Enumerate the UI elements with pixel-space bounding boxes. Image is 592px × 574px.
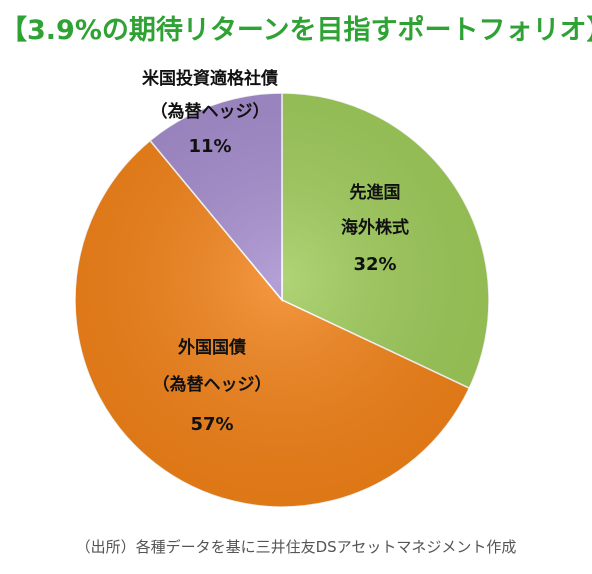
slice-pct-us-ig-bonds: 11% — [188, 136, 231, 157]
slice-label-us-ig-bonds-line2: （為替ヘッジ） — [151, 101, 270, 122]
slice-label-foreign-bonds-line2: （為替ヘッジ） — [153, 374, 272, 395]
pie-slices — [74, 92, 490, 508]
slice-label-foreign-bonds-line1: 外国国債 — [178, 337, 246, 358]
pie-labels: 先進国 海外株式 32% 外国国債 （為替ヘッジ） 57% 米国投資適格社債 （… — [142, 68, 409, 435]
slice-label-developed-equity-line2: 海外株式 — [341, 217, 409, 238]
slice-pct-foreign-bonds: 57% — [190, 414, 233, 435]
source-note: （出所）各種データを基に三井住友DSアセットマネジメント作成 — [75, 538, 517, 556]
slice-pct-developed-equity: 32% — [353, 254, 396, 275]
slice-label-developed-equity-line1: 先進国 — [350, 182, 401, 203]
slice-label-us-ig-bonds-line1: 米国投資適格社債 — [142, 68, 278, 89]
chart-title: 【3.9%の期待リターンを目指すポートフォリオ】 — [0, 15, 592, 46]
